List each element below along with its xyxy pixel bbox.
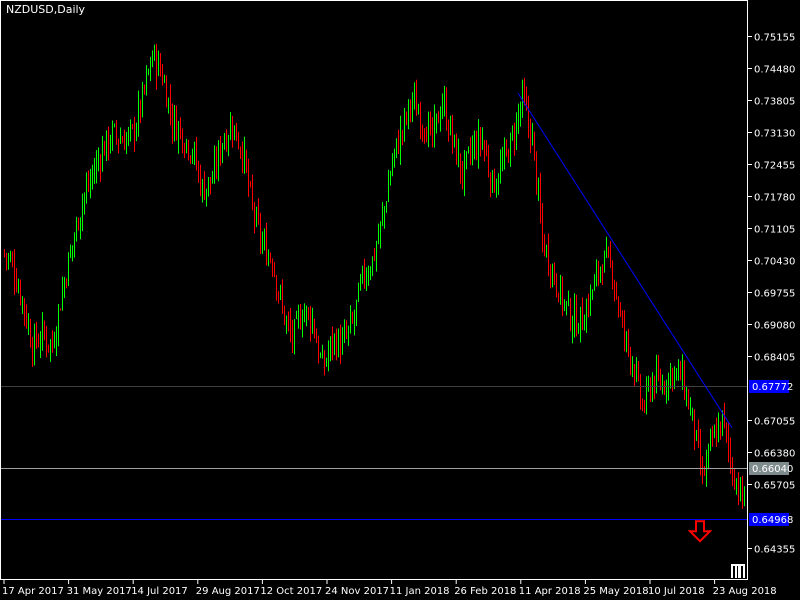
x-tick-label: 14 Jul 2017: [131, 586, 188, 597]
y-tick-label: 0.75155: [754, 33, 795, 44]
time-axis[interactable]: 17 Apr 2017 31 May 2017 14 Jul 2017 29 Aug …: [2, 580, 777, 597]
level-price-label: 0.67772: [752, 382, 793, 393]
trendline[interactable]: [517, 92, 733, 429]
price-axis[interactable]: 0.75155 0.74480 0.73805 0.73130 0.72455 0.717…: [748, 33, 795, 556]
x-tick-label: 11 Apr 2018: [519, 586, 581, 597]
x-tick-label: 23 Aug 2018: [713, 586, 777, 597]
x-tick-label: 31 May 2017: [67, 586, 132, 597]
x-tick-label: 11 Jan 2018: [390, 586, 450, 597]
y-tick-label: 0.68405: [754, 353, 795, 364]
y-tick-label: 0.72455: [754, 161, 795, 172]
y-tick-label: 0.73805: [754, 97, 795, 108]
price-label-bg: [749, 513, 789, 526]
y-tick-label: 0.67055: [754, 417, 795, 428]
price-label-bg: [749, 462, 789, 475]
bars-group: [4, 43, 745, 509]
sell-arrow-icon[interactable]: [687, 520, 713, 543]
level-price-label: 0.64968: [752, 515, 793, 526]
x-tick-label: 17 Apr 2017: [2, 586, 64, 597]
x-tick-label: 10 Jul 2018: [648, 586, 705, 597]
price-label-bg: [749, 380, 789, 393]
plot-border: [0, 0, 748, 580]
x-tick-label: 29 Aug 2017: [196, 586, 260, 597]
y-tick-label: 0.71780: [754, 193, 795, 204]
y-tick-label: 0.66380: [754, 449, 795, 460]
bid-price-label: 0.66040: [752, 464, 793, 475]
y-tick-label: 0.64355: [754, 545, 795, 556]
horizontal-lines: [0, 386, 748, 520]
x-tick-label: 26 Feb 2018: [454, 586, 516, 597]
chart-title: NZDUSD,Daily: [6, 3, 86, 16]
scroll-indicator-icon[interactable]: [731, 564, 745, 578]
x-tick-label: 12 Oct 2017: [260, 586, 322, 597]
y-tick-label: 0.70430: [754, 257, 795, 268]
y-tick-label: 0.71105: [754, 225, 795, 236]
y-tick-label: 0.69080: [754, 321, 795, 332]
y-tick-label: 0.73130: [754, 129, 795, 140]
x-tick-label: 24 Nov 2017: [325, 586, 389, 597]
x-tick-label: 25 May 2018: [583, 586, 648, 597]
y-tick-label: 0.69755: [754, 289, 795, 300]
y-tick-label: 0.65705: [754, 481, 795, 492]
y-tick-label: 0.74480: [754, 65, 795, 76]
